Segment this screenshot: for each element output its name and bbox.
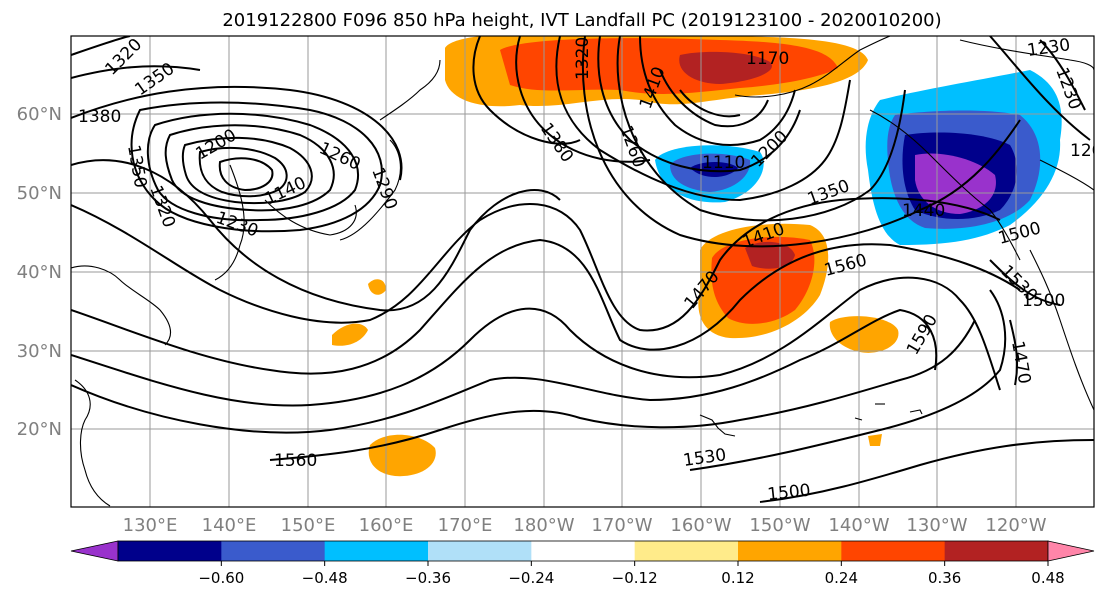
contour-label: 1500: [1022, 291, 1065, 311]
map-title: 2019122800 F096 850 hPa height, IVT Land…: [222, 10, 941, 31]
colorbar-cell: [841, 541, 946, 561]
colorbar-tick-label: 0.48: [1031, 569, 1064, 587]
lon-label: 170°E: [438, 515, 493, 536]
map-area: 1320 1350 1380 1350 1320 1200 1260 1290 …: [71, 36, 1105, 507]
lon-label: 180°W: [513, 515, 574, 536]
colorbar-tick-label: 0.24: [825, 569, 858, 587]
colorbar-tick-label: −0.24: [508, 569, 554, 587]
colorbar-cell: [221, 541, 326, 561]
lon-label: 150°W: [749, 515, 810, 536]
colorbar-cell: [324, 541, 429, 561]
lon-label: 130°W: [906, 515, 967, 536]
positive-anomaly-north-pacific: [445, 36, 868, 107]
lat-label: 20°N: [17, 419, 62, 440]
colorbar-cell: [118, 541, 222, 561]
colorbar-tick-label: 0.12: [721, 569, 754, 587]
lat-label: 40°N: [17, 262, 62, 283]
colorbar-tick-label: −0.12: [612, 569, 658, 587]
lat-label: 60°N: [17, 104, 62, 125]
lon-label: 160°E: [359, 515, 414, 536]
colorbar-high-extension: [1047, 540, 1095, 562]
contour-label: 1440: [902, 201, 945, 221]
contour-label: 1380: [78, 107, 121, 127]
colorbar-low-extension: [70, 540, 119, 562]
lat-label: 30°N: [17, 341, 62, 362]
lon-label: 160°W: [670, 515, 731, 536]
colorbar-cell: [428, 541, 532, 561]
colorbar-tick-label: 0.36: [928, 569, 961, 587]
contour-label: 1200: [1070, 141, 1105, 161]
lon-label: 140°E: [202, 515, 257, 536]
contour-label: 1170: [746, 49, 789, 69]
latitude-labels: 60°N 50°N 40°N 30°N 20°N: [17, 104, 62, 440]
colorbar-tick-label: −0.60: [198, 569, 244, 587]
gridlines: [71, 36, 1094, 507]
contour-label: 1500: [766, 481, 811, 505]
colorbar-cell: [738, 541, 842, 561]
map-frame: [70, 35, 1095, 508]
height-contours: [71, 36, 1094, 503]
lon-label: 170°W: [591, 515, 652, 536]
colorbar-cell: [944, 541, 1049, 561]
colorbar-cells: [117, 540, 1049, 562]
longitude-labels: 130°E 140°E 150°E 160°E 170°E 180°W 170°…: [123, 515, 1047, 536]
coastlines: [71, 36, 1094, 507]
contour-label: 1560: [274, 451, 317, 471]
colorbar-cell: [634, 541, 739, 561]
lon-label: 130°E: [123, 515, 178, 536]
lon-label: 120°W: [985, 515, 1046, 536]
lon-label: 150°E: [281, 515, 336, 536]
contour-label: 1110: [702, 153, 745, 173]
contour-label: 1320: [573, 37, 593, 80]
lon-label: 140°W: [828, 515, 889, 536]
colorbar: −0.60 −0.48 −0.36 −0.24 −0.12 0.12 0.24 0.36 0.4…: [70, 540, 1095, 587]
colorbar-cell: [531, 541, 636, 561]
negative-anomaly-gulf-of-alaska: [655, 145, 764, 203]
colorbar-tick-label: −0.48: [302, 569, 348, 587]
colorbar-ticks: −0.60 −0.48 −0.36 −0.24 −0.12 0.12 0.24 0.36 0.4…: [198, 561, 1065, 587]
lat-label: 50°N: [17, 183, 62, 204]
colorbar-tick-label: −0.36: [405, 569, 451, 587]
